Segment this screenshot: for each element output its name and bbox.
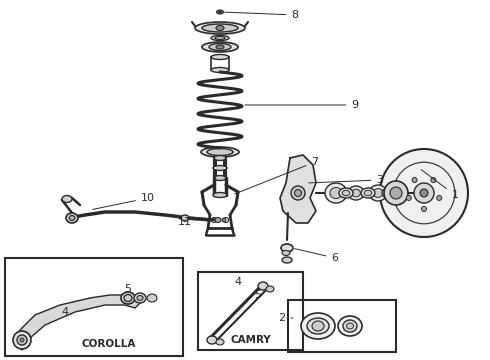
Ellipse shape — [134, 293, 146, 303]
Text: 5: 5 — [254, 290, 262, 300]
Ellipse shape — [338, 316, 362, 336]
Ellipse shape — [364, 190, 372, 196]
Ellipse shape — [294, 189, 301, 197]
Ellipse shape — [13, 331, 31, 349]
Ellipse shape — [369, 185, 387, 201]
Ellipse shape — [414, 183, 434, 203]
Text: 5: 5 — [124, 284, 131, 294]
Text: 3: 3 — [309, 175, 384, 185]
Ellipse shape — [137, 296, 143, 301]
Polygon shape — [18, 295, 140, 350]
Ellipse shape — [325, 183, 347, 203]
Ellipse shape — [282, 257, 292, 263]
Ellipse shape — [421, 207, 426, 212]
Ellipse shape — [213, 166, 227, 171]
Ellipse shape — [431, 177, 436, 183]
Ellipse shape — [147, 294, 157, 302]
Ellipse shape — [339, 188, 353, 198]
Ellipse shape — [361, 188, 375, 198]
Ellipse shape — [124, 294, 132, 302]
Ellipse shape — [202, 42, 238, 52]
Ellipse shape — [216, 45, 224, 49]
Ellipse shape — [420, 189, 428, 197]
Ellipse shape — [343, 320, 357, 332]
Text: 9: 9 — [245, 100, 359, 110]
Ellipse shape — [207, 149, 233, 156]
Ellipse shape — [181, 215, 189, 221]
Ellipse shape — [17, 335, 27, 345]
Ellipse shape — [312, 321, 324, 331]
Ellipse shape — [219, 11, 221, 13]
Bar — [198, 272, 303, 350]
Ellipse shape — [352, 189, 361, 197]
Ellipse shape — [209, 44, 231, 50]
Bar — [288, 300, 396, 352]
Ellipse shape — [202, 24, 238, 32]
Ellipse shape — [66, 213, 78, 223]
Ellipse shape — [437, 195, 441, 201]
Text: 4: 4 — [61, 307, 69, 317]
Ellipse shape — [214, 176, 226, 180]
Bar — [5, 258, 183, 356]
Ellipse shape — [390, 187, 402, 199]
Ellipse shape — [211, 54, 229, 59]
Ellipse shape — [348, 186, 364, 200]
Ellipse shape — [211, 36, 229, 41]
Ellipse shape — [412, 177, 417, 183]
Ellipse shape — [215, 217, 221, 222]
Text: 4: 4 — [234, 277, 242, 287]
Ellipse shape — [222, 218, 226, 222]
Ellipse shape — [216, 339, 224, 345]
Ellipse shape — [307, 318, 329, 334]
Ellipse shape — [291, 186, 305, 200]
Text: 2: 2 — [278, 313, 293, 323]
Text: 10: 10 — [93, 193, 155, 210]
Ellipse shape — [385, 190, 392, 196]
Ellipse shape — [195, 22, 245, 34]
Text: 8: 8 — [225, 10, 298, 20]
Ellipse shape — [214, 156, 226, 161]
Polygon shape — [280, 155, 316, 223]
Text: 6: 6 — [294, 249, 339, 263]
Ellipse shape — [215, 36, 225, 40]
Ellipse shape — [217, 10, 223, 14]
Ellipse shape — [282, 251, 290, 256]
Ellipse shape — [384, 181, 408, 205]
Ellipse shape — [69, 216, 75, 220]
Ellipse shape — [346, 323, 353, 329]
Ellipse shape — [62, 195, 72, 202]
Text: COROLLA: COROLLA — [81, 339, 135, 349]
Ellipse shape — [281, 244, 293, 252]
Text: 7: 7 — [235, 157, 318, 194]
Ellipse shape — [20, 338, 24, 342]
Ellipse shape — [201, 147, 239, 157]
Ellipse shape — [121, 292, 135, 304]
Ellipse shape — [382, 188, 394, 198]
Ellipse shape — [330, 188, 342, 198]
Ellipse shape — [373, 189, 383, 197]
Ellipse shape — [211, 68, 229, 72]
Text: 1: 1 — [421, 170, 459, 200]
Ellipse shape — [266, 286, 274, 292]
Ellipse shape — [207, 336, 217, 344]
Ellipse shape — [380, 149, 468, 237]
Ellipse shape — [216, 26, 224, 31]
Text: 11: 11 — [178, 217, 192, 227]
Text: CAMRY: CAMRY — [230, 335, 271, 345]
Ellipse shape — [213, 193, 227, 198]
Ellipse shape — [406, 195, 411, 201]
Ellipse shape — [258, 282, 268, 290]
Ellipse shape — [301, 313, 335, 339]
Ellipse shape — [342, 190, 350, 196]
